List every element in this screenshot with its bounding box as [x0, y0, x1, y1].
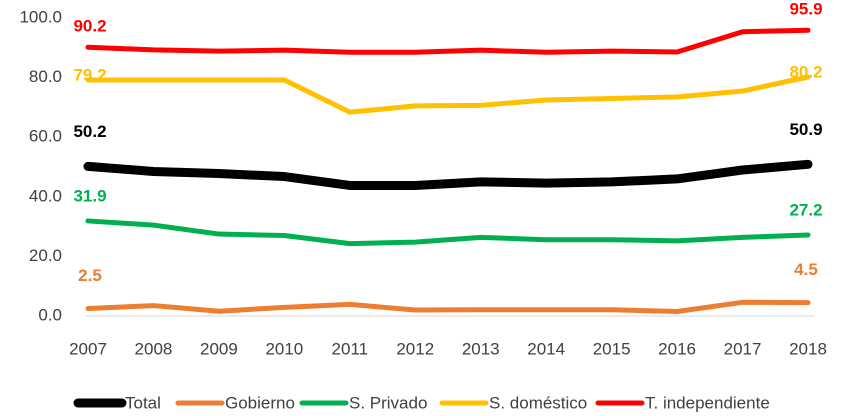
legend-label: S. doméstico [489, 393, 587, 412]
x-tick-label: 2017 [724, 339, 762, 358]
data-label: 90.2 [73, 17, 106, 36]
data-label: 31.9 [73, 186, 106, 205]
data-label: 50.2 [73, 122, 106, 141]
y-tick-label: 0.0 [38, 305, 62, 324]
x-tick-label: 2012 [396, 339, 434, 358]
series-line [85, 74, 811, 115]
y-tick-label: 100.0 [19, 7, 62, 26]
x-tick-label: 2009 [200, 339, 238, 358]
x-tick-label: 2014 [527, 339, 565, 358]
data-label: 27.2 [789, 200, 822, 219]
y-tick-label: 40.0 [29, 186, 62, 205]
series-line [85, 27, 811, 55]
y-tick-label: 80.0 [29, 67, 62, 86]
x-tick-label: 2011 [332, 339, 369, 358]
data-label: 80.2 [789, 62, 822, 81]
y-tick-label: 60.0 [29, 127, 62, 146]
data-label: 2.5 [78, 266, 102, 285]
y-tick-label: 20.0 [29, 246, 62, 265]
legend-label: T. independiente [645, 393, 770, 412]
series-line [85, 218, 811, 247]
data-label: 50.9 [789, 120, 822, 139]
legend-label: Total [125, 393, 161, 412]
series-line [85, 299, 811, 315]
x-tick-label: 2018 [789, 339, 827, 358]
x-tick-label: 2007 [69, 339, 107, 358]
x-tick-label: 2013 [462, 339, 500, 358]
x-tick-label: 2015 [593, 339, 631, 358]
data-label: 95.9 [789, 0, 822, 19]
x-tick-label: 2008 [135, 339, 173, 358]
x-tick-label: 2016 [658, 339, 696, 358]
data-label: 4.5 [794, 260, 818, 279]
legend-label: S. Privado [349, 393, 427, 412]
x-tick-label: 2010 [265, 339, 303, 358]
data-label: 79.2 [73, 65, 106, 84]
legend-label: Gobierno [225, 393, 295, 412]
series-line [83, 159, 813, 190]
